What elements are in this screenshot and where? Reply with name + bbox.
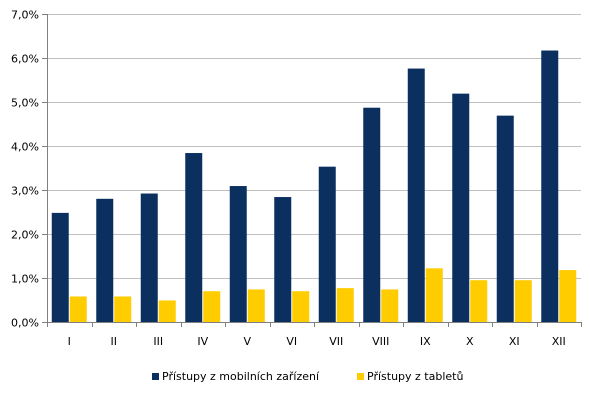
bar-mobile xyxy=(363,107,381,322)
axes xyxy=(42,14,582,327)
bar-tablet xyxy=(514,280,532,322)
bar-mobile xyxy=(496,115,514,322)
x-tick-label: V xyxy=(243,335,251,348)
bar-mobile xyxy=(185,153,203,322)
x-tick-label: VI xyxy=(286,335,297,348)
y-tick-label: 4,0% xyxy=(11,141,39,154)
y-tick-label: 7,0% xyxy=(11,9,39,22)
y-tick-label: 3,0% xyxy=(11,185,39,198)
y-tick-label: 1,0% xyxy=(11,273,39,286)
x-tick-label: IX xyxy=(420,335,431,348)
bar-tablet xyxy=(114,296,132,322)
y-tick-label: 2,0% xyxy=(11,229,39,242)
bar-tablet xyxy=(292,291,310,322)
bar-mobile xyxy=(96,198,114,322)
y-axis-tick-labels: 0,0% 1,0% 2,0% 3,0% 4,0% 5,0% 6,0% 7,0% xyxy=(11,9,39,330)
legend-swatch-tablet xyxy=(357,373,364,380)
bar-tablet xyxy=(559,270,577,322)
bar-tablet xyxy=(336,288,354,322)
x-tick-label: X xyxy=(466,335,474,348)
bar-tablet xyxy=(381,289,399,322)
bar-mobile xyxy=(274,197,292,322)
bar-tablet xyxy=(158,300,176,322)
x-tick-label: VIII xyxy=(372,335,389,348)
bar-mobile xyxy=(51,212,69,322)
bar-mobile xyxy=(407,68,425,322)
bar-mobile xyxy=(318,166,336,322)
gridlines xyxy=(47,14,581,279)
legend: Přístupy z mobilních zařízení Přístupy z … xyxy=(152,370,463,383)
y-tick-label: 6,0% xyxy=(11,53,39,66)
y-tick-label: 0,0% xyxy=(11,317,39,330)
bar-mobile xyxy=(541,50,559,323)
bar-mobile xyxy=(140,193,158,322)
x-tick-label: I xyxy=(68,335,71,348)
x-tick-label: IV xyxy=(197,335,208,348)
x-tick-label: XII xyxy=(552,335,566,348)
bar-tablet xyxy=(425,268,443,322)
legend-label-tablet: Přístupy z tabletů xyxy=(367,370,463,383)
x-tick-label: II xyxy=(111,335,118,348)
bar-mobile xyxy=(229,186,247,322)
x-tick-label: III xyxy=(153,335,163,348)
bar-tablet xyxy=(69,296,87,322)
bar-tablet xyxy=(470,280,488,322)
bars xyxy=(51,50,577,323)
legend-swatch-mobile xyxy=(152,373,159,380)
bar-mobile xyxy=(452,93,470,322)
bar-tablet xyxy=(247,289,265,322)
x-tick-label: XI xyxy=(509,335,520,348)
y-tick-label: 5,0% xyxy=(11,97,39,110)
x-axis-tick-labels: I II III IV V VI VII VIII IX X XI XII xyxy=(68,335,566,348)
bar-tablet xyxy=(203,291,221,322)
x-tick-label: VII xyxy=(329,335,343,348)
legend-label-mobile: Přístupy z mobilních zařízení xyxy=(162,370,320,383)
